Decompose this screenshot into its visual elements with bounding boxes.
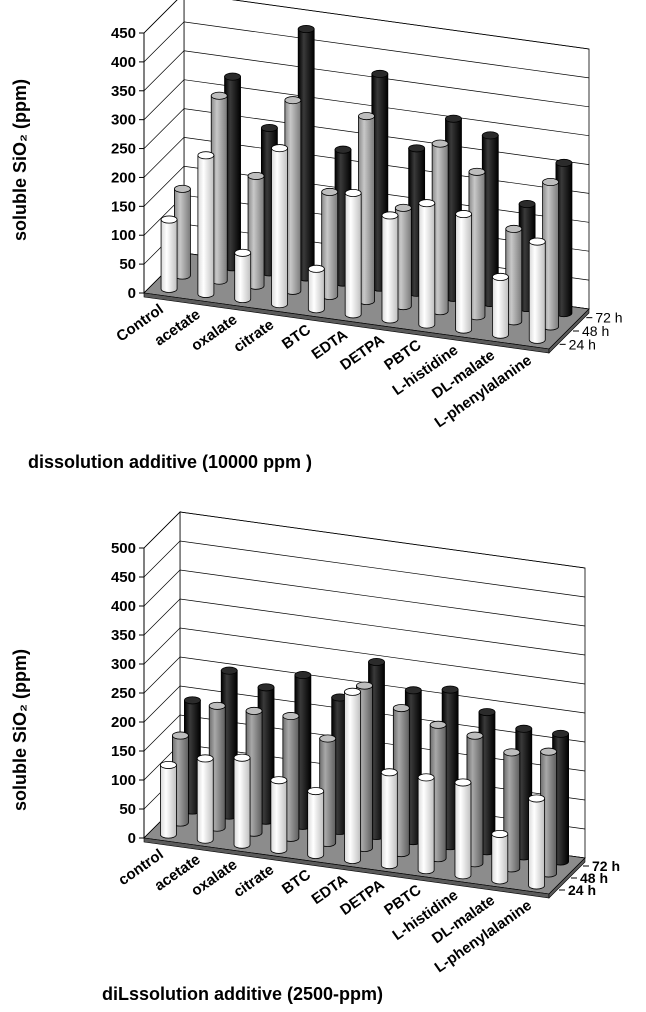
bar-48h-10	[542, 178, 559, 331]
chart-2-series-ticks: 24 h48 h72 h	[559, 858, 620, 898]
chart-1-y-axis-label: soluble SiO₂ (ppm)	[10, 79, 30, 241]
bar-48h-4	[321, 187, 339, 300]
bar-24h-4	[307, 264, 325, 314]
chart-2-y-ticks: 0 50 100 150 200 250 300 350 400 450 500	[111, 540, 145, 847]
y-tick-label: 450	[111, 25, 136, 42]
bar-24h-5	[344, 687, 361, 864]
bar-24h-4	[307, 787, 325, 859]
bar-24h-9	[491, 829, 509, 885]
y-tick-label: 400	[111, 598, 136, 615]
bar-24h-2	[234, 248, 252, 304]
chart-2-y-axis-label: soluble SiO₂ (ppm)	[10, 649, 30, 811]
y-tick-label: 100	[111, 772, 136, 789]
bar-24h-3	[270, 776, 288, 854]
y-tick-label: 250	[111, 141, 136, 158]
bar-48h-5	[358, 112, 375, 305]
chart-2-bars	[160, 658, 569, 890]
bar-24h-1	[196, 754, 214, 844]
series-tick-label: 24 h	[569, 336, 596, 352]
gridline	[143, 540, 586, 598]
y-tick-label: 300	[111, 112, 136, 129]
y-tick-label: 150	[111, 198, 136, 215]
bar-48h-9	[505, 224, 523, 326]
y-tick-label: 400	[111, 54, 136, 71]
gridline	[143, 627, 586, 685]
y-tick-label: 500	[111, 540, 136, 557]
bar-24h-0	[160, 760, 177, 839]
bar-24h-2	[233, 753, 251, 849]
gridline	[143, 21, 590, 79]
gridline	[143, 50, 590, 108]
floor-edge	[548, 857, 586, 899]
y-tick-label: 0	[128, 285, 136, 302]
bar-24h-8	[454, 778, 472, 880]
bar-24h-3	[271, 144, 288, 309]
gridline	[143, 0, 590, 50]
y-tick-label: 350	[111, 627, 136, 644]
y-tick-label: 50	[119, 256, 136, 273]
gridline	[143, 569, 586, 627]
bar-24h-6	[381, 211, 399, 324]
y-tick-label: 450	[111, 569, 136, 586]
chart-2-x-axis-label: diLssolution additive (2500-ppm)	[102, 984, 383, 1004]
gridline	[143, 598, 586, 656]
series-tick-label: 48 h	[580, 870, 608, 886]
bar-24h-1	[197, 151, 215, 298]
bar-24h-6	[380, 768, 398, 870]
bar-24h-8	[455, 210, 473, 334]
bar-24h-10	[528, 794, 545, 890]
bar-24h-5	[344, 188, 362, 319]
y-tick-label: 200	[111, 169, 136, 186]
y-tick-label: 150	[111, 743, 136, 760]
bar-24h-7	[418, 199, 436, 329]
chart-1-y-ticks: 0 50 100 150 200 250 300 350 400 450	[111, 25, 145, 302]
floor-edge	[548, 308, 590, 354]
series-tick-label: 72 h	[595, 310, 622, 326]
chart-1-x-axis-label: dissolution additive (10000 ppm )	[28, 452, 312, 472]
y-tick-label: 250	[111, 685, 136, 702]
y-tick-label: 0	[128, 830, 136, 847]
chart-1-series-ticks: 24 h48 h72 h	[559, 310, 623, 352]
y-tick-label: 50	[119, 801, 136, 818]
bar-24h-10	[528, 237, 546, 344]
y-tick-label: 300	[111, 656, 136, 673]
gridline	[143, 511, 586, 569]
series-tick-label: 24 h	[568, 882, 596, 898]
series-tick-label: 72 h	[592, 858, 620, 874]
bar-24h-9	[492, 272, 509, 339]
bar-48h-8	[468, 167, 486, 321]
chart-1-bars	[160, 25, 573, 344]
bar-24h-7	[417, 773, 435, 875]
y-tick-label: 100	[111, 227, 136, 244]
series-tick-label: 48 h	[582, 323, 609, 339]
y-tick-label: 200	[111, 714, 136, 731]
y-tick-label: 350	[111, 83, 136, 100]
bar-24h-0	[160, 215, 178, 293]
